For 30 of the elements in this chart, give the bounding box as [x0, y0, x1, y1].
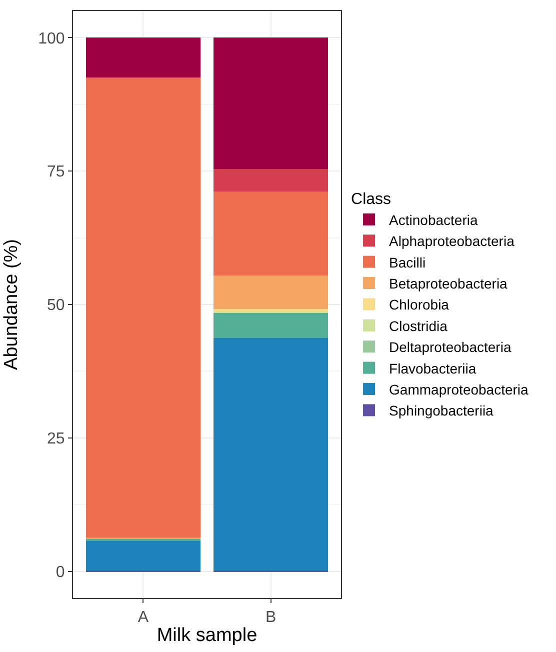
x-tick-label: A	[138, 609, 149, 626]
bar	[213, 308, 328, 312]
y-tick-label: 25	[47, 430, 65, 448]
bar	[213, 312, 328, 338]
y-tick-label: 100	[38, 30, 65, 48]
legend-label: Actinobacteria	[389, 212, 478, 228]
bar	[213, 168, 328, 192]
bar	[213, 38, 328, 169]
legend-label: Betaproteobacteria	[389, 275, 508, 292]
legend-label: Gammaproteobacteria	[389, 381, 529, 398]
legend-label: Alphaproteobacteria	[389, 233, 515, 250]
bar	[213, 276, 328, 309]
x-tick-label: B	[265, 609, 276, 626]
y-tick-label: 50	[47, 297, 65, 314]
bar	[213, 191, 328, 276]
legend-label: Deltaproteobacteria	[389, 339, 512, 356]
legend-title: Class	[351, 190, 392, 208]
y-axis-title: Abundance (%)	[0, 239, 22, 370]
y-tick-label: 0	[56, 564, 65, 581]
y-tick-label: 75	[47, 164, 65, 181]
legend-label: Sphingobacteriia	[389, 402, 494, 419]
bar	[213, 338, 328, 570]
bar	[86, 78, 201, 538]
bar	[86, 38, 201, 78]
legend-label: Clostridia	[389, 318, 448, 334]
legend-label: Bacilli	[389, 254, 426, 270]
x-axis-title: Milk sample	[156, 625, 258, 646]
legend-label: Chlorobia	[389, 296, 450, 313]
bar	[86, 540, 201, 570]
legend-label: Flavobacteriia	[389, 360, 476, 376]
